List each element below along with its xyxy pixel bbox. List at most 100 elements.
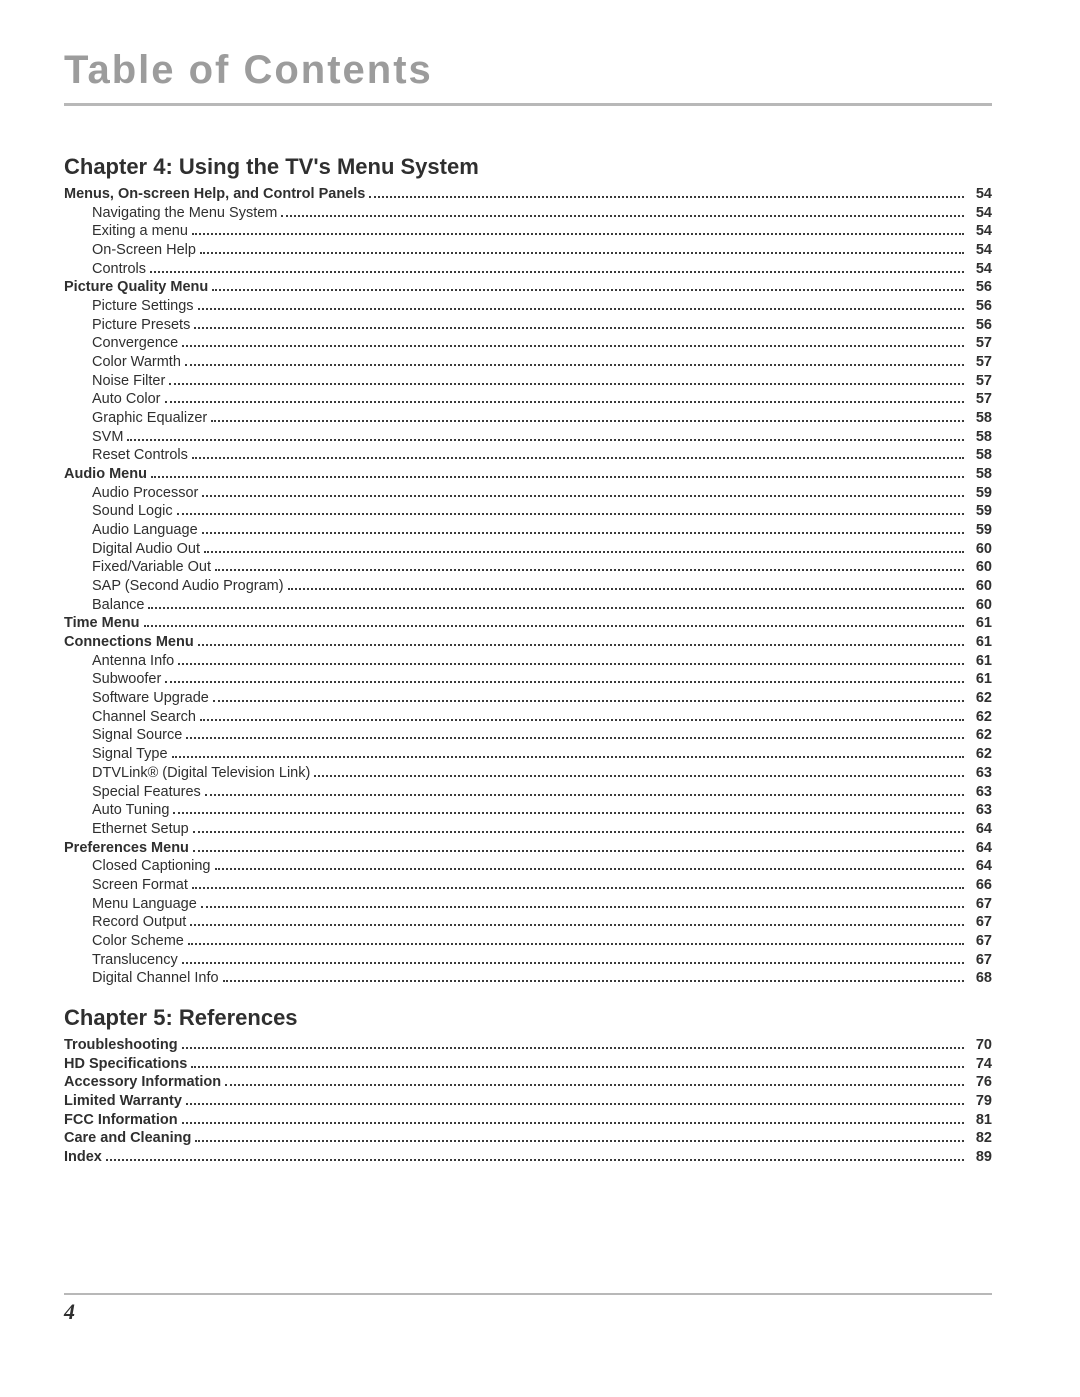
toc-entry-label: Audio Processor <box>92 485 202 502</box>
chapter-title: Chapter 5: References <box>64 1005 992 1031</box>
toc-entry: Controls 54 <box>92 261 992 278</box>
toc-entry-label: Antenna Info <box>92 653 178 670</box>
toc-entry-label: Software Upgrade <box>92 690 213 707</box>
toc-entry: Connections Menu61 <box>64 634 992 651</box>
toc-entry-page: 60 <box>968 597 992 614</box>
toc-entry: Translucency 67 <box>92 952 992 969</box>
toc-entry: Sound Logic59 <box>92 503 992 520</box>
toc-entry-label: Auto Color <box>92 391 165 408</box>
toc-entry-label: Ethernet Setup <box>92 821 193 838</box>
toc-entry-page: 60 <box>968 559 992 576</box>
toc-entry-label: Signal Source <box>92 727 186 744</box>
toc-entry-page: 70 <box>968 1037 992 1054</box>
toc-leader-dots <box>193 850 964 852</box>
toc-entry-page: 60 <box>968 578 992 595</box>
toc-entry-label: Exiting a menu <box>92 223 192 240</box>
toc-leader-dots <box>182 1122 964 1124</box>
toc-body: Chapter 4: Using the TV's Menu SystemMen… <box>64 154 992 1166</box>
toc-leader-dots <box>198 644 964 646</box>
toc-entry-label: Color Warmth <box>92 354 185 371</box>
toc-entry-page: 54 <box>968 223 992 240</box>
toc-leader-dots <box>225 1084 964 1086</box>
toc-leader-dots <box>211 420 964 422</box>
toc-entry: Subwoofer 61 <box>92 671 992 688</box>
toc-entry-page: 58 <box>968 466 992 483</box>
toc-entry-label: Fixed/Variable Out <box>92 559 215 576</box>
toc-leader-dots <box>201 906 964 908</box>
toc-entry-page: 59 <box>968 485 992 502</box>
toc-entry-label: Subwoofer <box>92 671 165 688</box>
toc-entry-page: 61 <box>968 671 992 688</box>
toc-entry-label: Preferences Menu <box>64 840 193 857</box>
toc-leader-dots <box>188 943 964 945</box>
toc-leader-dots <box>192 887 964 889</box>
page-footer: 4 <box>64 1293 992 1325</box>
toc-entry-label: Translucency <box>92 952 182 969</box>
toc-entry-label: Special Features <box>92 784 205 801</box>
toc-entry-page: 82 <box>968 1130 992 1147</box>
toc-entry-page: 57 <box>968 391 992 408</box>
toc-entry-label: Auto Tuning <box>92 802 173 819</box>
toc-entry: On-Screen Help54 <box>92 242 992 259</box>
toc-entry: Audio Menu 58 <box>64 466 992 483</box>
toc-leader-dots <box>151 476 964 478</box>
page-title-block: Table of Contents <box>64 48 992 106</box>
toc-entry: Record Output67 <box>92 914 992 931</box>
toc-entry-page: 56 <box>968 317 992 334</box>
toc-entry-page: 76 <box>968 1074 992 1091</box>
toc-entry: Special Features 63 <box>92 784 992 801</box>
toc-entry-page: 57 <box>968 354 992 371</box>
toc-entry-page: 67 <box>968 952 992 969</box>
toc-entry-label: Sound Logic <box>92 503 177 520</box>
toc-entry-page: 62 <box>968 727 992 744</box>
toc-entry: Preferences Menu64 <box>64 840 992 857</box>
toc-leader-dots <box>186 1103 964 1105</box>
toc-entry: Picture Quality Menu56 <box>64 279 992 296</box>
toc-entry-label: Index <box>64 1149 106 1166</box>
toc-leader-dots <box>150 271 964 273</box>
toc-entry-label: Noise Filter <box>92 373 169 390</box>
toc-leader-dots <box>198 308 964 310</box>
toc-entry-label: Menu Language <box>92 896 201 913</box>
toc-entry: Troubleshooting 70 <box>64 1037 992 1054</box>
toc-leader-dots <box>213 700 964 702</box>
toc-leader-dots <box>165 681 964 683</box>
toc-entry-label: DTVLink® (Digital Television Link) <box>92 765 314 782</box>
toc-entry: Software Upgrade62 <box>92 690 992 707</box>
toc-entry-label: Troubleshooting <box>64 1037 182 1054</box>
toc-entry-label: Controls <box>92 261 150 278</box>
toc-entry-page: 81 <box>968 1112 992 1129</box>
toc-entry: Convergence57 <box>92 335 992 352</box>
toc-entry-page: 56 <box>968 279 992 296</box>
toc-entry: Signal Source 62 <box>92 727 992 744</box>
toc-entry: Antenna Info 61 <box>92 653 992 670</box>
toc-entry-page: 67 <box>968 933 992 950</box>
toc-entry-page: 63 <box>968 765 992 782</box>
toc-entry-page: 60 <box>968 541 992 558</box>
footer-rule <box>64 1293 992 1295</box>
toc-entry-page: 67 <box>968 896 992 913</box>
toc-entry-page: 59 <box>968 522 992 539</box>
toc-entry: Noise Filter57 <box>92 373 992 390</box>
toc-leader-dots <box>215 868 964 870</box>
toc-entry: Accessory Information76 <box>64 1074 992 1091</box>
toc-entry-label: Audio Menu <box>64 466 151 483</box>
toc-entry-page: 54 <box>968 186 992 203</box>
toc-entry: SVM58 <box>92 429 992 446</box>
toc-entry: Auto Tuning63 <box>92 802 992 819</box>
toc-entry: Audio Processor 59 <box>92 485 992 502</box>
toc-entry-label: Picture Presets <box>92 317 194 334</box>
toc-leader-dots <box>182 962 964 964</box>
toc-entry-page: 63 <box>968 784 992 801</box>
toc-leader-dots <box>169 383 964 385</box>
toc-entry-page: 79 <box>968 1093 992 1110</box>
toc-entry-label: Balance <box>92 597 148 614</box>
toc-entry-page: 54 <box>968 261 992 278</box>
toc-entry: Color Scheme67 <box>92 933 992 950</box>
toc-entry-page: 61 <box>968 653 992 670</box>
toc-leader-dots <box>205 794 964 796</box>
toc-entry-label: Graphic Equalizer <box>92 410 211 427</box>
toc-leader-dots <box>202 532 964 534</box>
toc-entry: Menus, On-screen Help, and Control Panel… <box>64 186 992 203</box>
toc-entry-page: 58 <box>968 410 992 427</box>
